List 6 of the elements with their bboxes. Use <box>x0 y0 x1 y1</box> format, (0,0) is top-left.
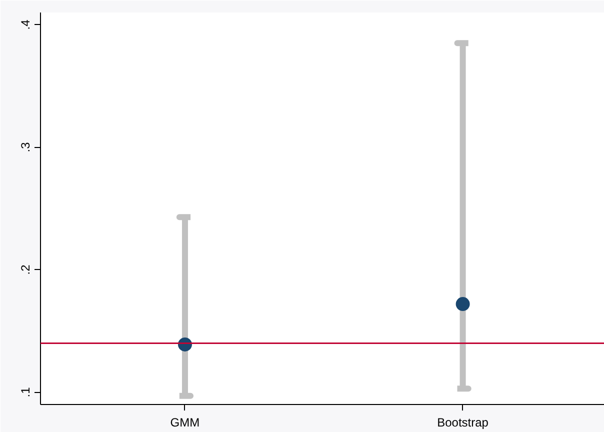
y-tick-label: .4 <box>18 19 32 30</box>
y-tick-label: .3 <box>18 142 32 152</box>
x-tick-label: GMM <box>170 416 200 430</box>
x-tick-label: Bootstrap <box>437 416 489 430</box>
y-tick-label: .1 <box>18 386 32 398</box>
y-tick-label: .2 <box>18 264 32 275</box>
